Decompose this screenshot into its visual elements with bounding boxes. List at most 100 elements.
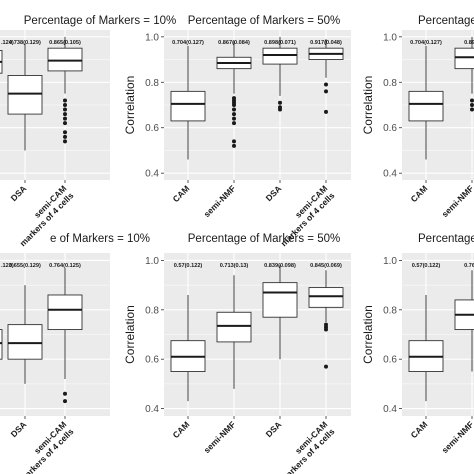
x-category-label: CAM xyxy=(171,419,192,440)
outlier-point xyxy=(63,112,67,117)
x-category-label-line: DSA xyxy=(9,419,29,439)
x-category-label: DSA xyxy=(264,419,284,439)
outlier-point xyxy=(278,100,282,105)
x-category-label: DSA xyxy=(9,419,29,439)
boxplot-2 xyxy=(47,267,83,404)
outlier-point xyxy=(470,103,474,107)
x-category-label-line: DSA xyxy=(264,419,284,439)
x-category-label-line: DSA xyxy=(264,183,284,203)
outlier-point xyxy=(63,130,67,135)
x-category-label-line: semi-NMF xyxy=(202,183,238,219)
x-category-label: semi-NMF xyxy=(202,419,238,455)
boxplot-1 xyxy=(454,270,474,372)
stat-label-1: 0.867(0.084) xyxy=(218,40,250,46)
y-tick-label: 0.8 xyxy=(383,305,397,316)
panel-title: Percentage of Markers = 50% xyxy=(188,233,340,245)
stat-label-1: 0.895( xyxy=(464,40,474,46)
panel-title: e of Markers = 10% xyxy=(50,233,150,245)
y-tick-label: 0.4 xyxy=(145,169,159,180)
x-category-label-line: semi-NMF xyxy=(440,183,474,219)
outlier-point xyxy=(324,89,328,94)
x-category-label-line: DSA xyxy=(9,183,29,203)
x-category-label-line: CAM xyxy=(409,183,430,204)
x-category-label: semi-NMF xyxy=(440,419,474,455)
outlier-point xyxy=(232,107,236,112)
outlier-point xyxy=(63,103,67,107)
plot-area xyxy=(170,30,344,180)
box-iqr xyxy=(47,294,83,331)
outlier-point xyxy=(232,112,236,117)
plot-area xyxy=(170,253,344,416)
outlier-point xyxy=(63,391,67,396)
boxplot-0 xyxy=(0,329,3,360)
outlier-point xyxy=(232,139,236,144)
outlier-point xyxy=(232,143,236,148)
x-category-label-line: semi-NMF xyxy=(440,419,474,455)
outlier-point xyxy=(324,327,328,332)
chart-panel-5: 0.57(0.122) 0.766(Percentage 0.4 0.6 0.8 1.0 C… xyxy=(361,233,474,455)
chart-panel-2: 0.704(0.127) 0.895(Percentage 0.4 0.6 0.8 1.0… xyxy=(361,15,474,219)
outlier-point xyxy=(63,399,67,404)
y-tick-label: 0.6 xyxy=(383,355,397,366)
boxplot-1 xyxy=(454,36,474,112)
box-iqr xyxy=(408,90,444,122)
boxplot-0 xyxy=(170,45,206,160)
x-category-label-line: CAM xyxy=(171,183,192,204)
x-category-label: semi-NMF xyxy=(202,183,238,219)
y-tick-label: 0.8 xyxy=(145,305,159,316)
stat-label-3: 0.845(0.069) xyxy=(310,263,342,269)
chart-panel-3: .123)0.655(0.129) 0.764(0.125) e of Marker… xyxy=(0,233,150,474)
y-tick-label: 0.4 xyxy=(383,169,397,180)
stat-label-1: 0.766( xyxy=(464,263,474,269)
outlier-point xyxy=(232,116,236,121)
y-tick-label: 1.0 xyxy=(145,256,159,267)
boxplot-1 xyxy=(7,43,43,151)
boxplot-0 xyxy=(408,294,444,402)
outlier-point xyxy=(232,103,236,107)
stat-label-2: 0.898(0.071) xyxy=(264,40,296,46)
box-iqr xyxy=(308,287,344,308)
box-iqr xyxy=(262,282,298,318)
stat-label-0: 0.57(0.122) xyxy=(412,263,441,269)
boxplot-3 xyxy=(308,270,344,369)
outlier-point xyxy=(63,139,67,144)
x-category-label-line: semi-NMF xyxy=(202,419,238,455)
y-tick-label: 0.6 xyxy=(383,123,397,134)
panel-title: Percentage xyxy=(418,233,474,245)
outlier-point xyxy=(470,98,474,103)
boxplot-1 xyxy=(216,41,252,148)
y-axis-title: Correlation xyxy=(123,76,137,135)
box-iqr xyxy=(7,75,43,115)
box-iqr xyxy=(0,329,3,360)
box-iqr xyxy=(7,324,43,360)
boxplot-0 xyxy=(170,294,206,402)
x-category-label-line: CAM xyxy=(409,419,430,440)
outlier-point xyxy=(63,107,67,112)
x-category-label: DSA xyxy=(264,183,284,203)
plot-area xyxy=(0,253,83,416)
box-iqr xyxy=(216,311,252,343)
y-tick-label: 0.8 xyxy=(383,78,397,89)
outlier-point xyxy=(324,109,328,114)
y-tick-label: 0.6 xyxy=(145,123,159,134)
stat-label-2: 0.839(0.098) xyxy=(264,263,296,269)
outlier-point xyxy=(63,116,67,121)
panel-title: Percentage xyxy=(418,15,474,27)
panel-title: Percentage of Markers = 50% xyxy=(188,15,340,27)
y-tick-label: 0.4 xyxy=(383,404,397,415)
boxplot-0 xyxy=(0,50,3,74)
boxplot-0 xyxy=(408,45,444,160)
x-category-label: CAM xyxy=(409,183,430,204)
y-axis-title: Correlation xyxy=(123,305,137,364)
y-tick-label: 1.0 xyxy=(145,32,159,43)
boxplot-2 xyxy=(262,265,298,360)
y-tick-label: 0.6 xyxy=(145,355,159,366)
outlier-point xyxy=(470,107,474,112)
x-category-label-line: CAM xyxy=(171,419,192,440)
box-iqr xyxy=(454,47,474,70)
outlier-point xyxy=(63,134,67,139)
panel-title: Percentage of Markers = 10% xyxy=(24,15,176,27)
y-tick-label: 0.4 xyxy=(145,404,159,415)
y-tick-label: 1.0 xyxy=(383,32,397,43)
